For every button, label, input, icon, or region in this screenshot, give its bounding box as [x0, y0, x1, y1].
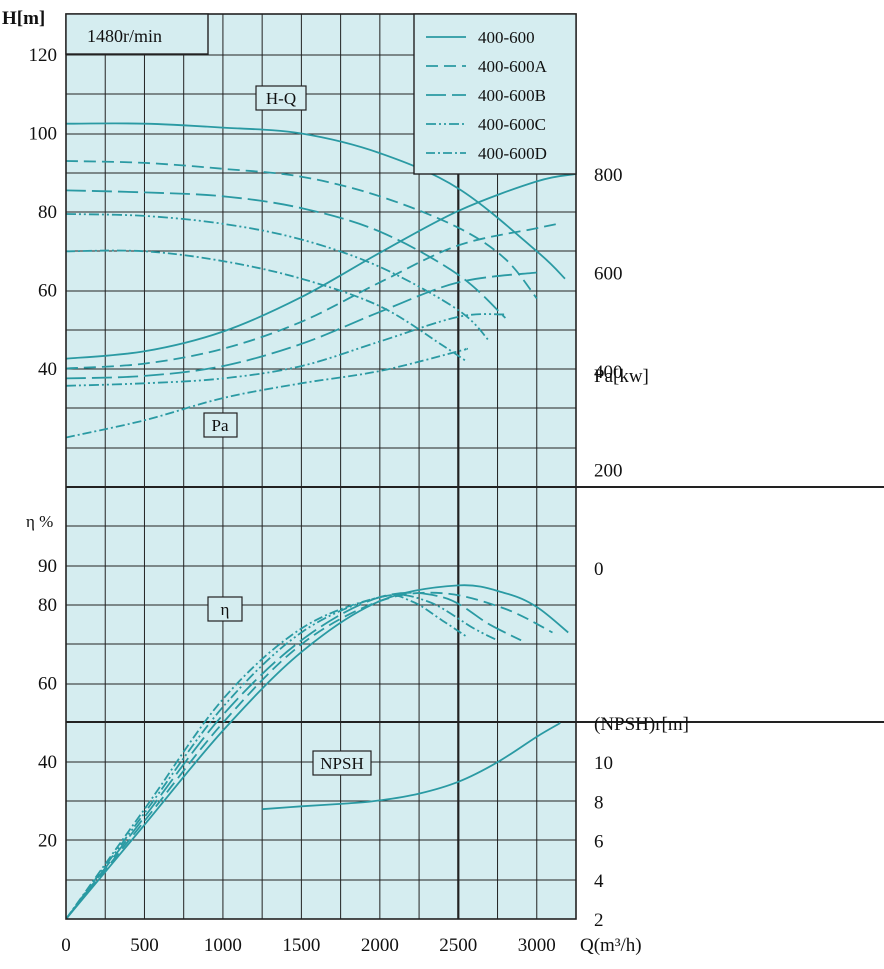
x-tick-label: 1500: [282, 935, 320, 956]
efficiency-curve-400-600c: [66, 593, 498, 919]
speed-label: 1480r/min: [87, 26, 162, 46]
eta-label-box: η: [207, 596, 243, 622]
efficiency-tick-label: 90: [38, 556, 57, 577]
npsh-axis-title: (NPSH)r[m]: [594, 714, 689, 735]
efficiency-axis-title: η %: [26, 512, 53, 531]
efficiency-tick-label: 20: [38, 831, 57, 852]
x-tick-label: 3000: [518, 935, 556, 956]
efficiency-curve-400-600d: [66, 594, 467, 919]
power-axis-title: Pa[kw]: [594, 366, 649, 387]
x-tick-label: 2500: [439, 935, 477, 956]
efficiency-curve-400-600a: [66, 591, 553, 919]
hq-tick-label: 80: [38, 202, 57, 223]
hq-tick-label: 120: [29, 45, 58, 66]
hq-label-box: H-Q: [255, 85, 307, 111]
npsh-curve-npsh: [262, 722, 561, 811]
hq-tick-label: 60: [38, 281, 57, 302]
power-tick-label: 0: [594, 559, 604, 580]
hq-curve-400-600d: [66, 249, 467, 362]
power-curve-400-600: [66, 173, 576, 360]
legend-label: 400-600D: [478, 144, 547, 163]
x-axis-title: Q(m³/h): [580, 935, 642, 956]
efficiency-curve-400-600: [66, 584, 569, 919]
power-tick-label: 200: [594, 461, 623, 482]
npsh-tick-label: 4: [594, 871, 604, 892]
x-tick-label: 500: [130, 935, 159, 956]
x-tick-label: 1000: [204, 935, 242, 956]
efficiency-tick-label: 40: [38, 752, 57, 773]
legend-label: 400-600A: [478, 57, 548, 76]
x-tick-label: 0: [61, 935, 71, 956]
speed-label-box: [65, 13, 209, 55]
efficiency-curve-400-600b: [66, 591, 522, 919]
legend-box: [413, 13, 577, 175]
pa-label-box: Pa: [203, 412, 238, 438]
legend-label: 400-600C: [478, 115, 546, 134]
plot-frame: [65, 13, 577, 920]
hq-curve-400-600b: [66, 189, 507, 319]
pa-label: Pa: [212, 416, 229, 435]
efficiency-tick-label: 80: [38, 595, 57, 616]
x-tick-label: 2000: [361, 935, 399, 956]
legend-label: 400-600B: [478, 86, 546, 105]
power-curve-400-600d: [66, 347, 469, 439]
hq-curve-400-600a: [66, 160, 538, 299]
npsh-tick-label: 6: [594, 832, 604, 853]
legend: 400-600 400-600A 400-600B 400-600C 400-600D: [413, 13, 577, 175]
hq-curve-400-600: [66, 122, 566, 280]
power-curve-400-600c: [66, 313, 506, 387]
npsh-tick-label: 2: [594, 910, 604, 931]
hq-curve-400-600c: [66, 213, 491, 343]
power-tick-label: 600: [594, 264, 623, 285]
power-tick-label: 400: [594, 362, 623, 383]
npsh-tick-label: 10: [594, 753, 613, 774]
npsh-label-box: NPSH: [312, 750, 372, 776]
eta-label: η: [221, 600, 230, 619]
npsh-label: NPSH: [320, 754, 363, 773]
legend-label: 400-600: [478, 28, 535, 47]
power-curve-400-600a: [66, 222, 561, 370]
hq-tick-label: 40: [38, 359, 57, 380]
npsh-tick-label: 8: [594, 792, 604, 813]
hq-label: H-Q: [266, 89, 296, 108]
curves: [66, 122, 576, 919]
efficiency-tick-label: 60: [38, 674, 57, 695]
power-tick-label: 800: [594, 165, 623, 186]
hq-tick-label: 100: [29, 124, 58, 145]
hq-axis-title: H[m]: [2, 8, 45, 29]
power-curve-400-600b: [66, 271, 537, 380]
